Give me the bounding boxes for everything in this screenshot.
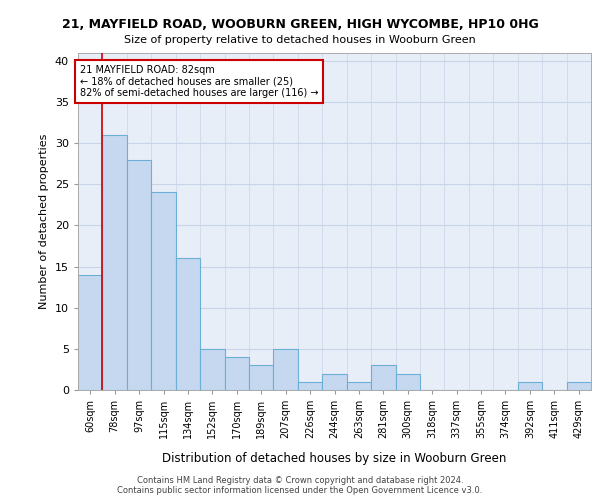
Bar	[224, 357, 249, 390]
Bar	[371, 366, 395, 390]
Bar	[347, 382, 371, 390]
Bar	[298, 382, 322, 390]
Text: 21, MAYFIELD ROAD, WOOBURN GREEN, HIGH WYCOMBE, HP10 0HG: 21, MAYFIELD ROAD, WOOBURN GREEN, HIGH W…	[62, 18, 538, 30]
Bar	[249, 366, 274, 390]
Bar	[566, 382, 591, 390]
X-axis label: Distribution of detached houses by size in Wooburn Green: Distribution of detached houses by size …	[163, 452, 506, 466]
Text: Contains public sector information licensed under the Open Government Licence v3: Contains public sector information licen…	[118, 486, 482, 495]
Bar	[322, 374, 347, 390]
Bar	[78, 275, 103, 390]
Y-axis label: Number of detached properties: Number of detached properties	[39, 134, 49, 309]
Text: 21 MAYFIELD ROAD: 82sqm
← 18% of detached houses are smaller (25)
82% of semi-de: 21 MAYFIELD ROAD: 82sqm ← 18% of detache…	[80, 65, 319, 98]
Bar	[176, 258, 200, 390]
Bar	[103, 135, 127, 390]
Bar	[518, 382, 542, 390]
Bar	[151, 192, 176, 390]
Bar	[127, 160, 151, 390]
Text: Size of property relative to detached houses in Wooburn Green: Size of property relative to detached ho…	[124, 35, 476, 45]
Bar	[200, 349, 224, 390]
Text: Contains HM Land Registry data © Crown copyright and database right 2024.: Contains HM Land Registry data © Crown c…	[137, 476, 463, 485]
Bar	[395, 374, 420, 390]
Bar	[274, 349, 298, 390]
